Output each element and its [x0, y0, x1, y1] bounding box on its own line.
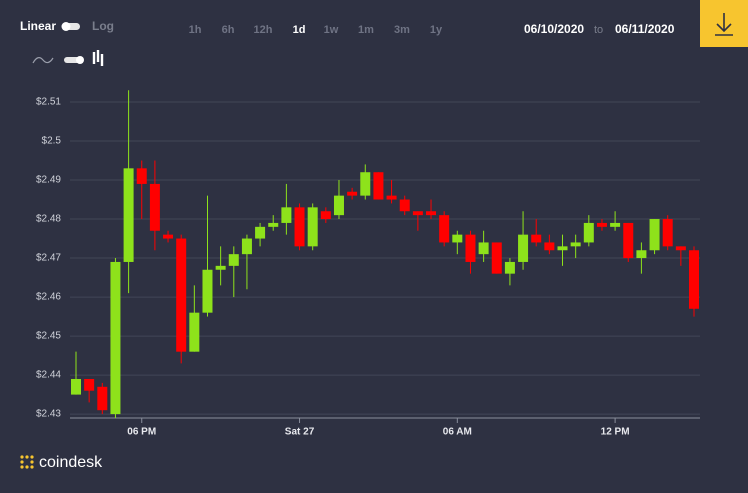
candle-body	[439, 215, 450, 243]
x-tick-label: 06 AM	[443, 427, 472, 438]
candle-body	[281, 207, 292, 223]
candle-body	[307, 207, 318, 247]
y-tick-label: $2.43	[36, 409, 61, 420]
y-tick-label: $2.5	[42, 136, 62, 147]
candle-body	[504, 261, 515, 274]
line-chart-icon[interactable]	[32, 57, 54, 64]
candle-body	[373, 172, 384, 200]
range-button[interactable]: 1w	[324, 24, 339, 36]
date-to[interactable]: 06/11/2020	[615, 22, 675, 36]
candle-body	[465, 234, 476, 262]
candle-body	[596, 222, 607, 227]
candle-body	[333, 195, 344, 216]
candle-body	[202, 269, 213, 313]
y-tick-label: $2.48	[36, 214, 61, 225]
candle-body	[228, 254, 239, 266]
candle-body	[623, 222, 634, 259]
y-tick-label: $2.47	[36, 253, 61, 264]
x-tick-label: Sat 27	[285, 427, 315, 438]
scale-toggle-knob	[61, 22, 71, 31]
candle-body	[386, 195, 397, 200]
candle-chart-icon[interactable]	[92, 50, 104, 66]
candle-body	[268, 222, 279, 227]
candle-body	[544, 242, 555, 251]
candle-body	[689, 250, 699, 309]
candle-body	[84, 378, 95, 391]
candle-body	[215, 265, 226, 270]
candle-body	[163, 234, 174, 239]
candle-body	[294, 207, 305, 247]
y-tick-label: $2.51	[36, 97, 61, 108]
y-tick-label: $2.44	[36, 370, 61, 381]
range-buttons: 1h 6h 12h 1d 1w 1m 3m 1y	[189, 24, 443, 36]
candle-body	[399, 199, 410, 212]
x-tick-label: 06 PM	[127, 427, 156, 438]
range-button[interactable]: 1d	[293, 24, 306, 36]
candle-body	[97, 386, 108, 411]
candle-body	[583, 222, 594, 243]
scale-log[interactable]: Log	[92, 19, 114, 33]
range-button[interactable]: 12h	[254, 24, 273, 36]
candle-body	[71, 378, 81, 395]
candle-body	[531, 234, 542, 243]
candle-body	[189, 312, 200, 352]
y-tick-label: $2.49	[36, 175, 61, 186]
candle-body	[452, 234, 463, 243]
candle-body	[636, 250, 647, 259]
candle-body	[610, 222, 621, 227]
candle-body	[518, 234, 529, 262]
candle-body	[478, 242, 489, 255]
x-tick-label: 12 PM	[601, 427, 630, 438]
candle-body	[557, 246, 568, 251]
download-icon	[715, 13, 733, 36]
candle-body	[412, 211, 423, 216]
y-tick-label: $2.45	[36, 331, 61, 342]
candle-body	[176, 238, 187, 352]
candle-body	[123, 168, 134, 262]
range-button[interactable]: 3m	[394, 24, 410, 36]
candle-body	[649, 219, 660, 251]
candle-body	[360, 172, 371, 196]
candle-body	[255, 226, 266, 239]
range-button[interactable]: 6h	[222, 24, 235, 36]
range-button[interactable]: 1y	[430, 24, 443, 36]
date-to-word: to	[594, 24, 603, 36]
candle-body	[570, 242, 581, 247]
candle-body	[675, 246, 686, 251]
chart-type-knob	[76, 56, 84, 64]
scale-linear[interactable]: Linear	[20, 19, 56, 33]
candle-body	[347, 191, 358, 196]
candle-body	[320, 211, 331, 220]
candle-body	[149, 183, 160, 231]
range-button[interactable]: 1m	[358, 24, 374, 36]
date-from[interactable]: 06/10/2020	[524, 22, 584, 36]
candle-body	[662, 219, 673, 247]
candle-body	[136, 168, 147, 184]
brand-logo	[20, 455, 34, 469]
candle-body	[110, 261, 121, 415]
candle-body	[426, 211, 437, 216]
candle-body	[491, 242, 502, 274]
range-button[interactable]: 1h	[189, 24, 202, 36]
brand-name: coindesk	[39, 454, 103, 471]
candle-body	[241, 238, 252, 255]
plot-area: $2.43 $2.44 $2.45 $2.46 $2.47 $2.48 $2.49 $2.5 $…	[36, 90, 700, 438]
y-tick-label: $2.46	[36, 292, 61, 303]
